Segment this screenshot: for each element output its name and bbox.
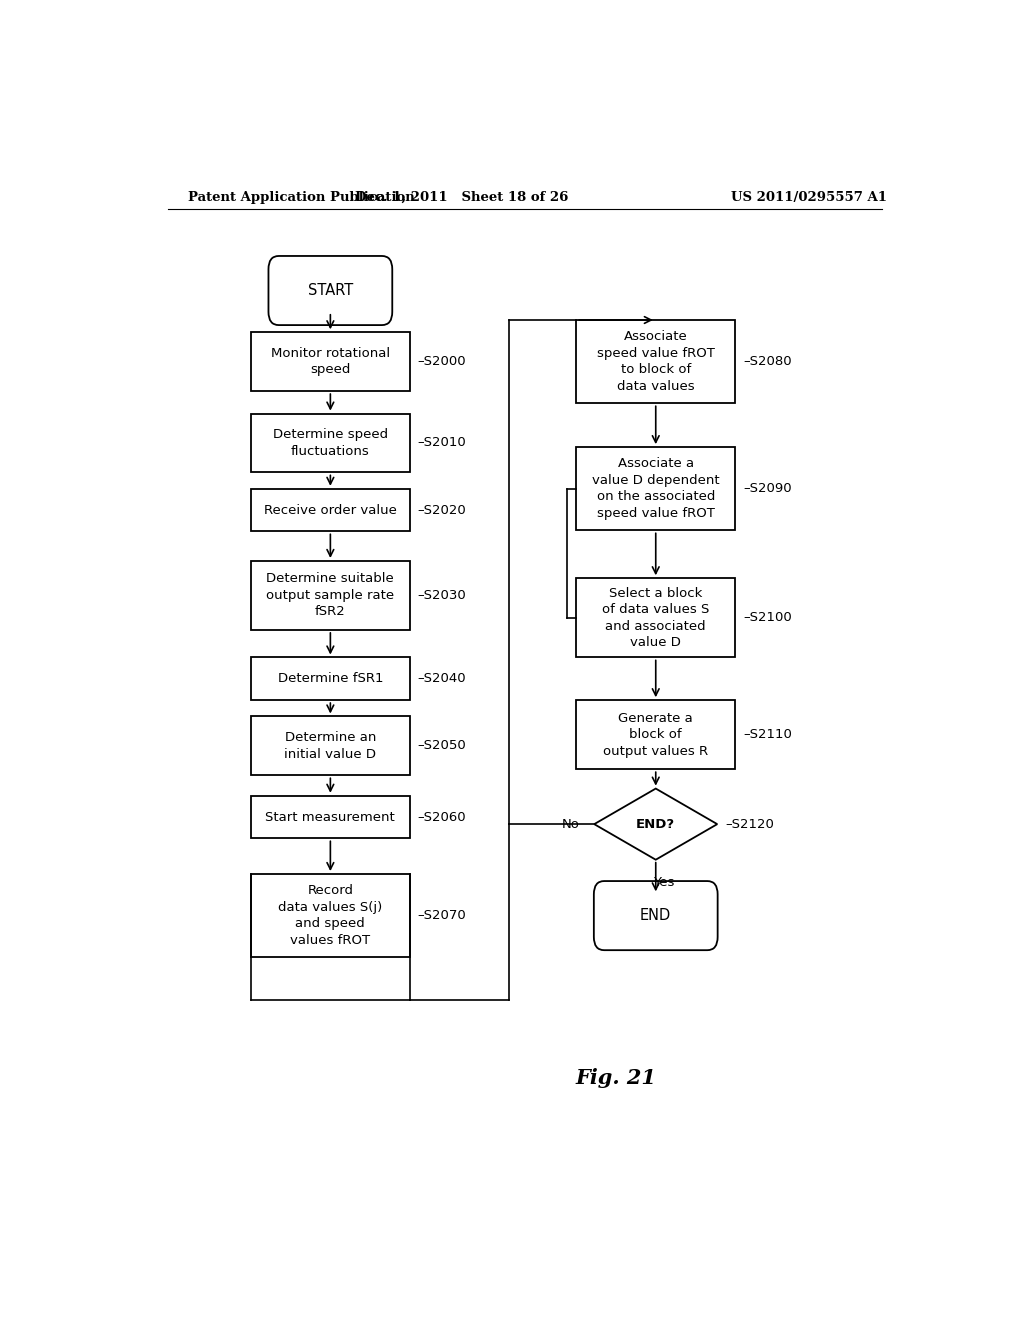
Text: –S2110: –S2110 bbox=[743, 729, 792, 742]
Text: Patent Application Publication: Patent Application Publication bbox=[187, 190, 415, 203]
Text: –S2040: –S2040 bbox=[418, 672, 466, 685]
Text: –S2060: –S2060 bbox=[418, 810, 466, 824]
FancyBboxPatch shape bbox=[251, 561, 410, 630]
Text: –S2000: –S2000 bbox=[418, 355, 466, 368]
FancyBboxPatch shape bbox=[251, 874, 410, 957]
Text: No: No bbox=[561, 817, 580, 830]
Text: US 2011/0295557 A1: US 2011/0295557 A1 bbox=[731, 190, 887, 203]
Text: Fig. 21: Fig. 21 bbox=[575, 1068, 656, 1088]
FancyBboxPatch shape bbox=[251, 796, 410, 838]
Text: END?: END? bbox=[636, 817, 675, 830]
FancyBboxPatch shape bbox=[251, 488, 410, 532]
Polygon shape bbox=[594, 788, 717, 859]
Text: –S2010: –S2010 bbox=[418, 437, 466, 450]
Text: –S2020: –S2020 bbox=[418, 503, 466, 516]
Text: –S2070: –S2070 bbox=[418, 909, 466, 923]
Text: END: END bbox=[640, 908, 672, 923]
Text: Yes: Yes bbox=[653, 875, 675, 888]
FancyBboxPatch shape bbox=[577, 319, 735, 404]
Text: Associate a
value D dependent
on the associated
speed value fROT: Associate a value D dependent on the ass… bbox=[592, 458, 720, 520]
FancyBboxPatch shape bbox=[251, 717, 410, 775]
Text: –S2120: –S2120 bbox=[725, 817, 774, 830]
FancyBboxPatch shape bbox=[594, 880, 718, 950]
Text: START: START bbox=[308, 282, 353, 298]
Text: –S2050: –S2050 bbox=[418, 739, 466, 752]
Text: Determine an
initial value D: Determine an initial value D bbox=[285, 731, 377, 760]
Text: Monitor rotational
speed: Monitor rotational speed bbox=[270, 347, 390, 376]
Text: –S2090: –S2090 bbox=[743, 482, 792, 495]
Text: Determine fSR1: Determine fSR1 bbox=[278, 672, 383, 685]
Text: Dec. 1, 2011   Sheet 18 of 26: Dec. 1, 2011 Sheet 18 of 26 bbox=[354, 190, 568, 203]
Text: Associate
speed value fROT
to block of
data values: Associate speed value fROT to block of d… bbox=[597, 330, 715, 393]
FancyBboxPatch shape bbox=[268, 256, 392, 325]
Text: Generate a
block of
output values R: Generate a block of output values R bbox=[603, 711, 709, 758]
Text: Record
data values S(j)
and speed
values fROT: Record data values S(j) and speed values… bbox=[279, 884, 383, 946]
Text: Receive order value: Receive order value bbox=[264, 503, 397, 516]
Text: Determine speed
fluctuations: Determine speed fluctuations bbox=[272, 428, 388, 458]
FancyBboxPatch shape bbox=[577, 447, 735, 531]
Text: –S2080: –S2080 bbox=[743, 355, 792, 368]
Text: Select a block
of data values S
and associated
value D: Select a block of data values S and asso… bbox=[602, 586, 710, 649]
Text: Start measurement: Start measurement bbox=[265, 810, 395, 824]
FancyBboxPatch shape bbox=[577, 700, 735, 770]
Text: –S2030: –S2030 bbox=[418, 589, 466, 602]
Text: Determine suitable
output sample rate
fSR2: Determine suitable output sample rate fS… bbox=[266, 573, 394, 619]
FancyBboxPatch shape bbox=[251, 333, 410, 391]
FancyBboxPatch shape bbox=[251, 413, 410, 473]
Text: –S2100: –S2100 bbox=[743, 611, 792, 624]
FancyBboxPatch shape bbox=[251, 657, 410, 700]
FancyBboxPatch shape bbox=[577, 578, 735, 657]
